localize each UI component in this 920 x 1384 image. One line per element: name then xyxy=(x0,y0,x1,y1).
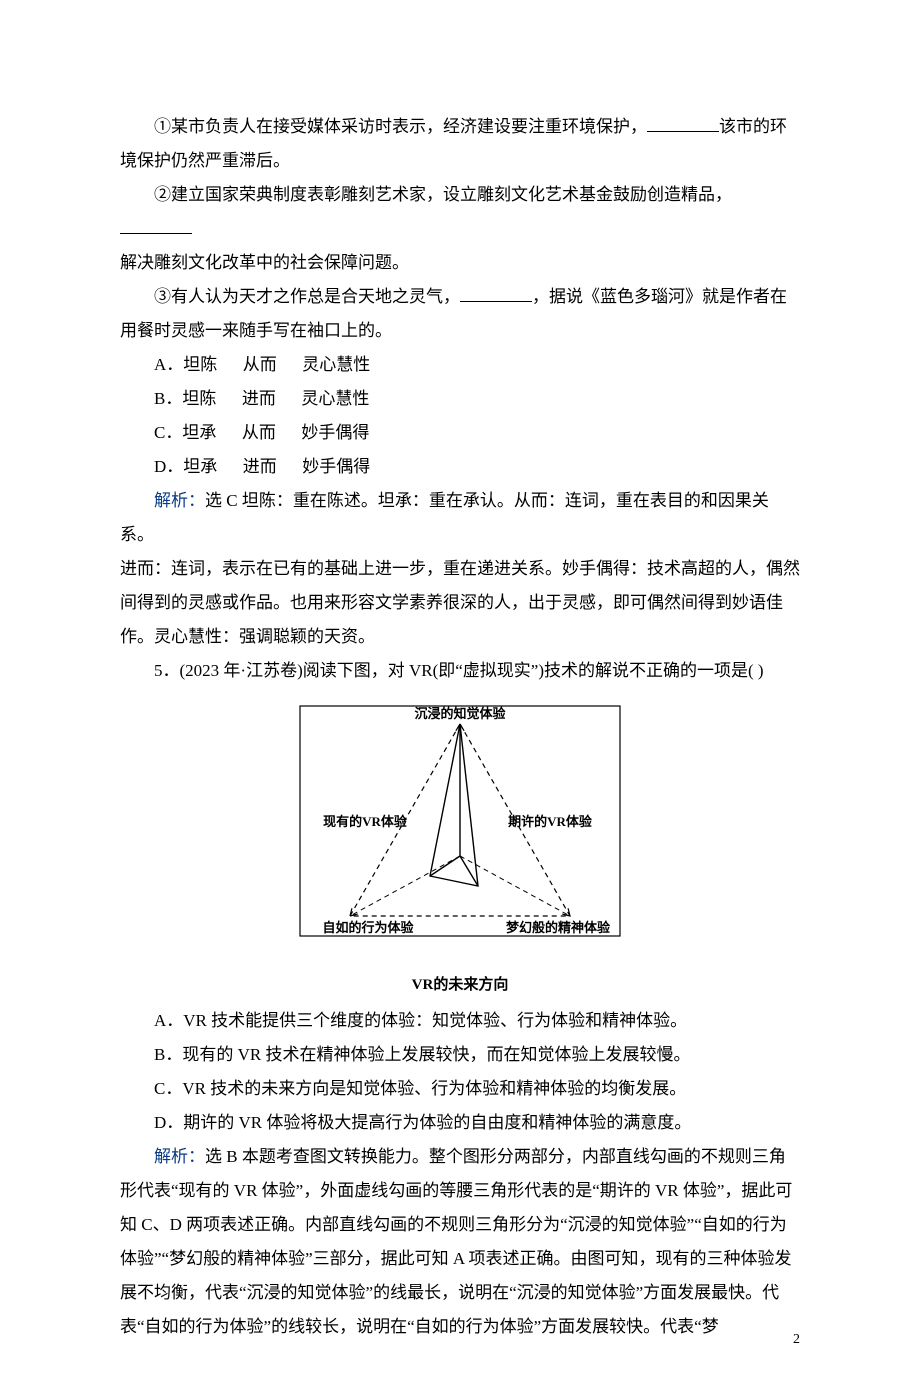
q4-sentence-2b: 解决雕刻文化改革中的社会保障问题。 xyxy=(120,246,800,280)
q4-option-c: C．坦承 从而 妙手偶得 xyxy=(120,416,800,450)
q5-option-d: D．期许的 VR 体验将极大提高行为体验的自由度和精神体验的满意度。 xyxy=(120,1106,800,1140)
blank-2 xyxy=(120,216,192,234)
q4-ana-a: 选 C 坦陈：重在陈述。坦承：重在承认。从而：连词，重在表目的和因果关系。 xyxy=(120,491,769,544)
svg-text:自如的行为体验: 自如的行为体验 xyxy=(322,920,414,935)
analysis-label: 解析： xyxy=(154,491,205,510)
svg-text:现有的VR体验: 现有的VR体验 xyxy=(323,814,408,829)
q4-option-a: A．坦陈 从而 灵心慧性 xyxy=(120,348,800,382)
q4-analysis-line1: 解析：选 C 坦陈：重在陈述。坦承：重在承认。从而：连词，重在表目的和因果关系。 xyxy=(120,484,800,552)
q4-option-d: D．坦承 进而 妙手偶得 xyxy=(120,450,800,484)
vr-diagram-svg: 沉浸的知觉体验现有的VR体验 期许的VR体验自如的行为体验 梦幻般的精神体验 xyxy=(290,696,630,956)
vr-diagram: 沉浸的知觉体验现有的VR体验 期许的VR体验自如的行为体验 梦幻般的精神体验 VR的… xyxy=(120,696,800,1000)
q5-option-b: B．现有的 VR 技术在精神体验上发展较快，而在知觉体验上发展较慢。 xyxy=(120,1038,800,1072)
q4-sentence-1: ①某市负责人在接受媒体采访时表示，经济建设要注重环境保护，该市的环境保护仍然严重… xyxy=(120,110,800,178)
svg-text:沉浸的知觉体验: 沉浸的知觉体验 xyxy=(414,706,506,721)
q4-s3a: ③有人认为天才之作总是合天地之灵气， xyxy=(154,287,460,306)
blank-3 xyxy=(460,284,532,302)
document-page: ①某市负责人在接受媒体采访时表示，经济建设要注重环境保护，该市的环境保护仍然严重… xyxy=(0,0,920,1384)
q5-option-a: A．VR 技术能提供三个维度的体验：知觉体验、行为体验和精神体验。 xyxy=(120,1004,800,1038)
q4-s2a: ②建立国家荣典制度表彰雕刻艺术家，设立雕刻文化艺术基金鼓励创造精品， xyxy=(154,185,732,204)
q5-analysis: 解析：选 B 本题考查图文转换能力。整个图形分两部分，内部直线勾画的不规则三角形… xyxy=(120,1140,800,1344)
q5-option-c: C．VR 技术的未来方向是知觉体验、行为体验和精神体验的均衡发展。 xyxy=(120,1072,800,1106)
q4-sentence-3: ③有人认为天才之作总是合天地之灵气，，据说《蓝色多瑙河》就是作者在用餐时灵感一来… xyxy=(120,280,800,348)
svg-text:期许的VR体验: 期许的VR体验 xyxy=(508,814,593,829)
svg-text:梦幻般的精神体验: 梦幻般的精神体验 xyxy=(506,920,611,935)
analysis-label-2: 解析： xyxy=(154,1147,205,1166)
q4-analysis-line2: 进而：连词，表示在已有的基础上进一步，重在递进关系。妙手偶得：技术高超的人，偶然… xyxy=(120,552,800,654)
q4-option-b: B．坦陈 进而 灵心慧性 xyxy=(120,382,800,416)
page-number: 2 xyxy=(793,1326,800,1354)
q4-sentence-2: ②建立国家荣典制度表彰雕刻艺术家，设立雕刻文化艺术基金鼓励创造精品， xyxy=(120,178,800,246)
blank-1 xyxy=(647,114,719,132)
q5-stem: 5．(2023 年·江苏卷)阅读下图，对 VR(即“虚拟现实”)技术的解说不正确… xyxy=(120,654,800,688)
q4-s1a: ①某市负责人在接受媒体采访时表示，经济建设要注重环境保护， xyxy=(154,117,647,136)
q5-ana-text: 选 B 本题考查图文转换能力。整个图形分两部分，内部直线勾画的不规则三角形代表“… xyxy=(120,1147,792,1336)
diagram-caption: VR的未来方向 xyxy=(120,970,800,1000)
